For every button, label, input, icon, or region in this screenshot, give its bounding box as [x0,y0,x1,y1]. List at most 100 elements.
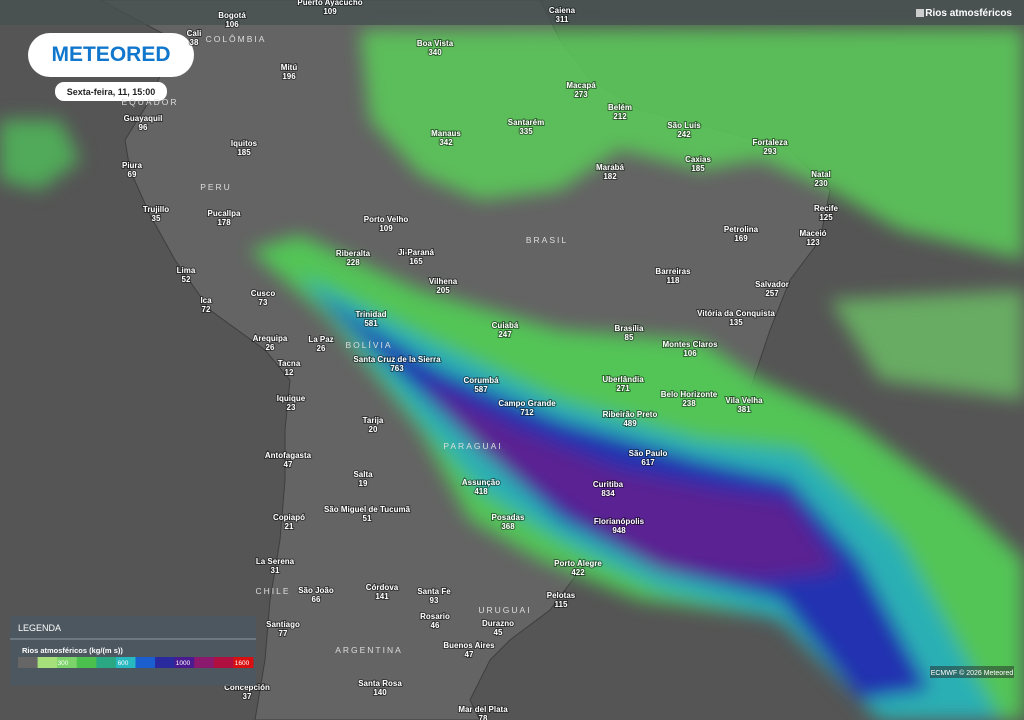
city-value: 115 [555,600,568,609]
city-name: Ribeirão Preto [603,410,658,419]
legend-swatch [135,657,156,668]
city-value: 47 [284,460,293,469]
city-name: Concepción [224,683,270,692]
city-value: 196 [282,72,296,81]
city-value: 51 [363,514,372,523]
labels: COLÔMBIA EQUADOR PERU BRASIL BOLÍVIA PARAGUAI… [121,0,840,720]
city-value: 368 [501,522,515,531]
legend-tick-label: 300 [58,660,69,667]
city-value: 19 [359,479,368,488]
city-value: 381 [737,405,751,414]
city-name: Ica [200,296,212,305]
city-name: Cusco [251,289,276,298]
city-value: 21 [285,522,294,531]
city-value: 125 [819,213,833,222]
city-name: Guayaquil [124,114,163,123]
city-value: 47 [465,650,474,659]
city-name: Petrolina [724,225,759,234]
city-value: 165 [409,257,423,266]
city-name: Maceió [799,229,826,238]
city-name: Vitória da Conquista [697,309,775,318]
city-name: Iquitos [231,139,258,148]
city-name: Barreiras [655,267,691,276]
city-value: 52 [182,275,191,284]
legend-tick-label: 1000 [176,660,191,667]
city-name: Cuiabá [492,321,519,330]
city-value: 37 [243,692,252,701]
country-label: EQUADOR [122,97,179,107]
city-name: Belém [608,103,632,112]
city-name: São Miguel de Tucumã [324,505,411,514]
layer-name: Rios atmosféricos [925,8,1012,19]
city-name: Macapá [566,81,596,90]
city-name: Fortaleza [752,138,788,147]
city-value: 948 [612,526,626,535]
legend-swatch [76,657,97,668]
city-name: Antofagasta [265,451,312,460]
legend-swatch [155,657,176,668]
city-name: Florianópolis [594,517,645,526]
city-name: Uberlândia [602,375,644,384]
city-name: Curitiba [593,480,624,489]
city-value: 93 [430,596,439,605]
legend-title: LEGENDA [18,623,61,633]
city-value: 293 [763,147,777,156]
city-value: 72 [202,305,211,314]
city-name: Brasília [615,324,644,333]
legend-tick-label: 600 [118,660,129,667]
city-value: 340 [428,48,442,57]
legend-scale: 300 600 1000 1600 [18,657,254,668]
city-value: 12 [285,368,294,377]
city-name: Vilhena [429,277,458,286]
city-name: Assunção [462,478,500,487]
city-value: 212 [613,112,627,121]
city-value: 26 [317,344,326,353]
city-name: Mar del Plata [458,705,508,714]
city-value: 73 [259,298,268,307]
date-pill [55,82,167,101]
city-name: Trinidad [355,310,386,319]
legend-swatch [57,657,78,668]
legend-swatch [37,657,58,668]
city-value: 763 [390,364,404,373]
city-name: Salta [353,470,373,479]
city-value: 109 [379,224,393,233]
city-value: 242 [677,130,691,139]
city-name: Rosario [420,612,450,621]
datetime: Sexta-feira, 11, 15:00 [67,87,156,97]
logo-pill [28,33,194,77]
city-value: 45 [494,628,503,637]
city-value: 141 [375,592,389,601]
city-value: 96 [139,123,148,132]
city-value: 271 [616,384,630,393]
country-label: BOLÍVIA [345,340,392,350]
city-value: 489 [623,419,637,428]
city-value: 46 [431,621,440,630]
top-bar [0,0,1024,25]
city-name: Iquique [277,394,306,403]
city-name: Bogotá [218,11,246,20]
city-value: 26 [266,343,275,352]
city-value: 85 [625,333,634,342]
city-name: Lima [177,266,196,275]
city-name: Vila Velha [725,396,763,405]
city-value: 106 [225,20,239,29]
city-name: São João [298,586,334,595]
city-name: Puerto Ayacucho [297,0,362,7]
city-name: Cali [187,29,202,38]
atmospheric-river [0,28,1024,720]
city-name: La Paz [308,335,333,344]
city-value: 66 [312,595,321,604]
city-name: Boa Vista [417,39,454,48]
city-value: 69 [128,170,137,179]
city-value: 418 [474,487,488,496]
city-value: 230 [814,179,828,188]
city-name: Mitú [281,63,298,72]
city-name: Arequipa [253,334,288,343]
city-value: 77 [279,629,288,638]
country-label: CHILE [255,586,290,596]
city-value: 581 [364,319,378,328]
country-label: PARAGUAI [443,441,502,451]
